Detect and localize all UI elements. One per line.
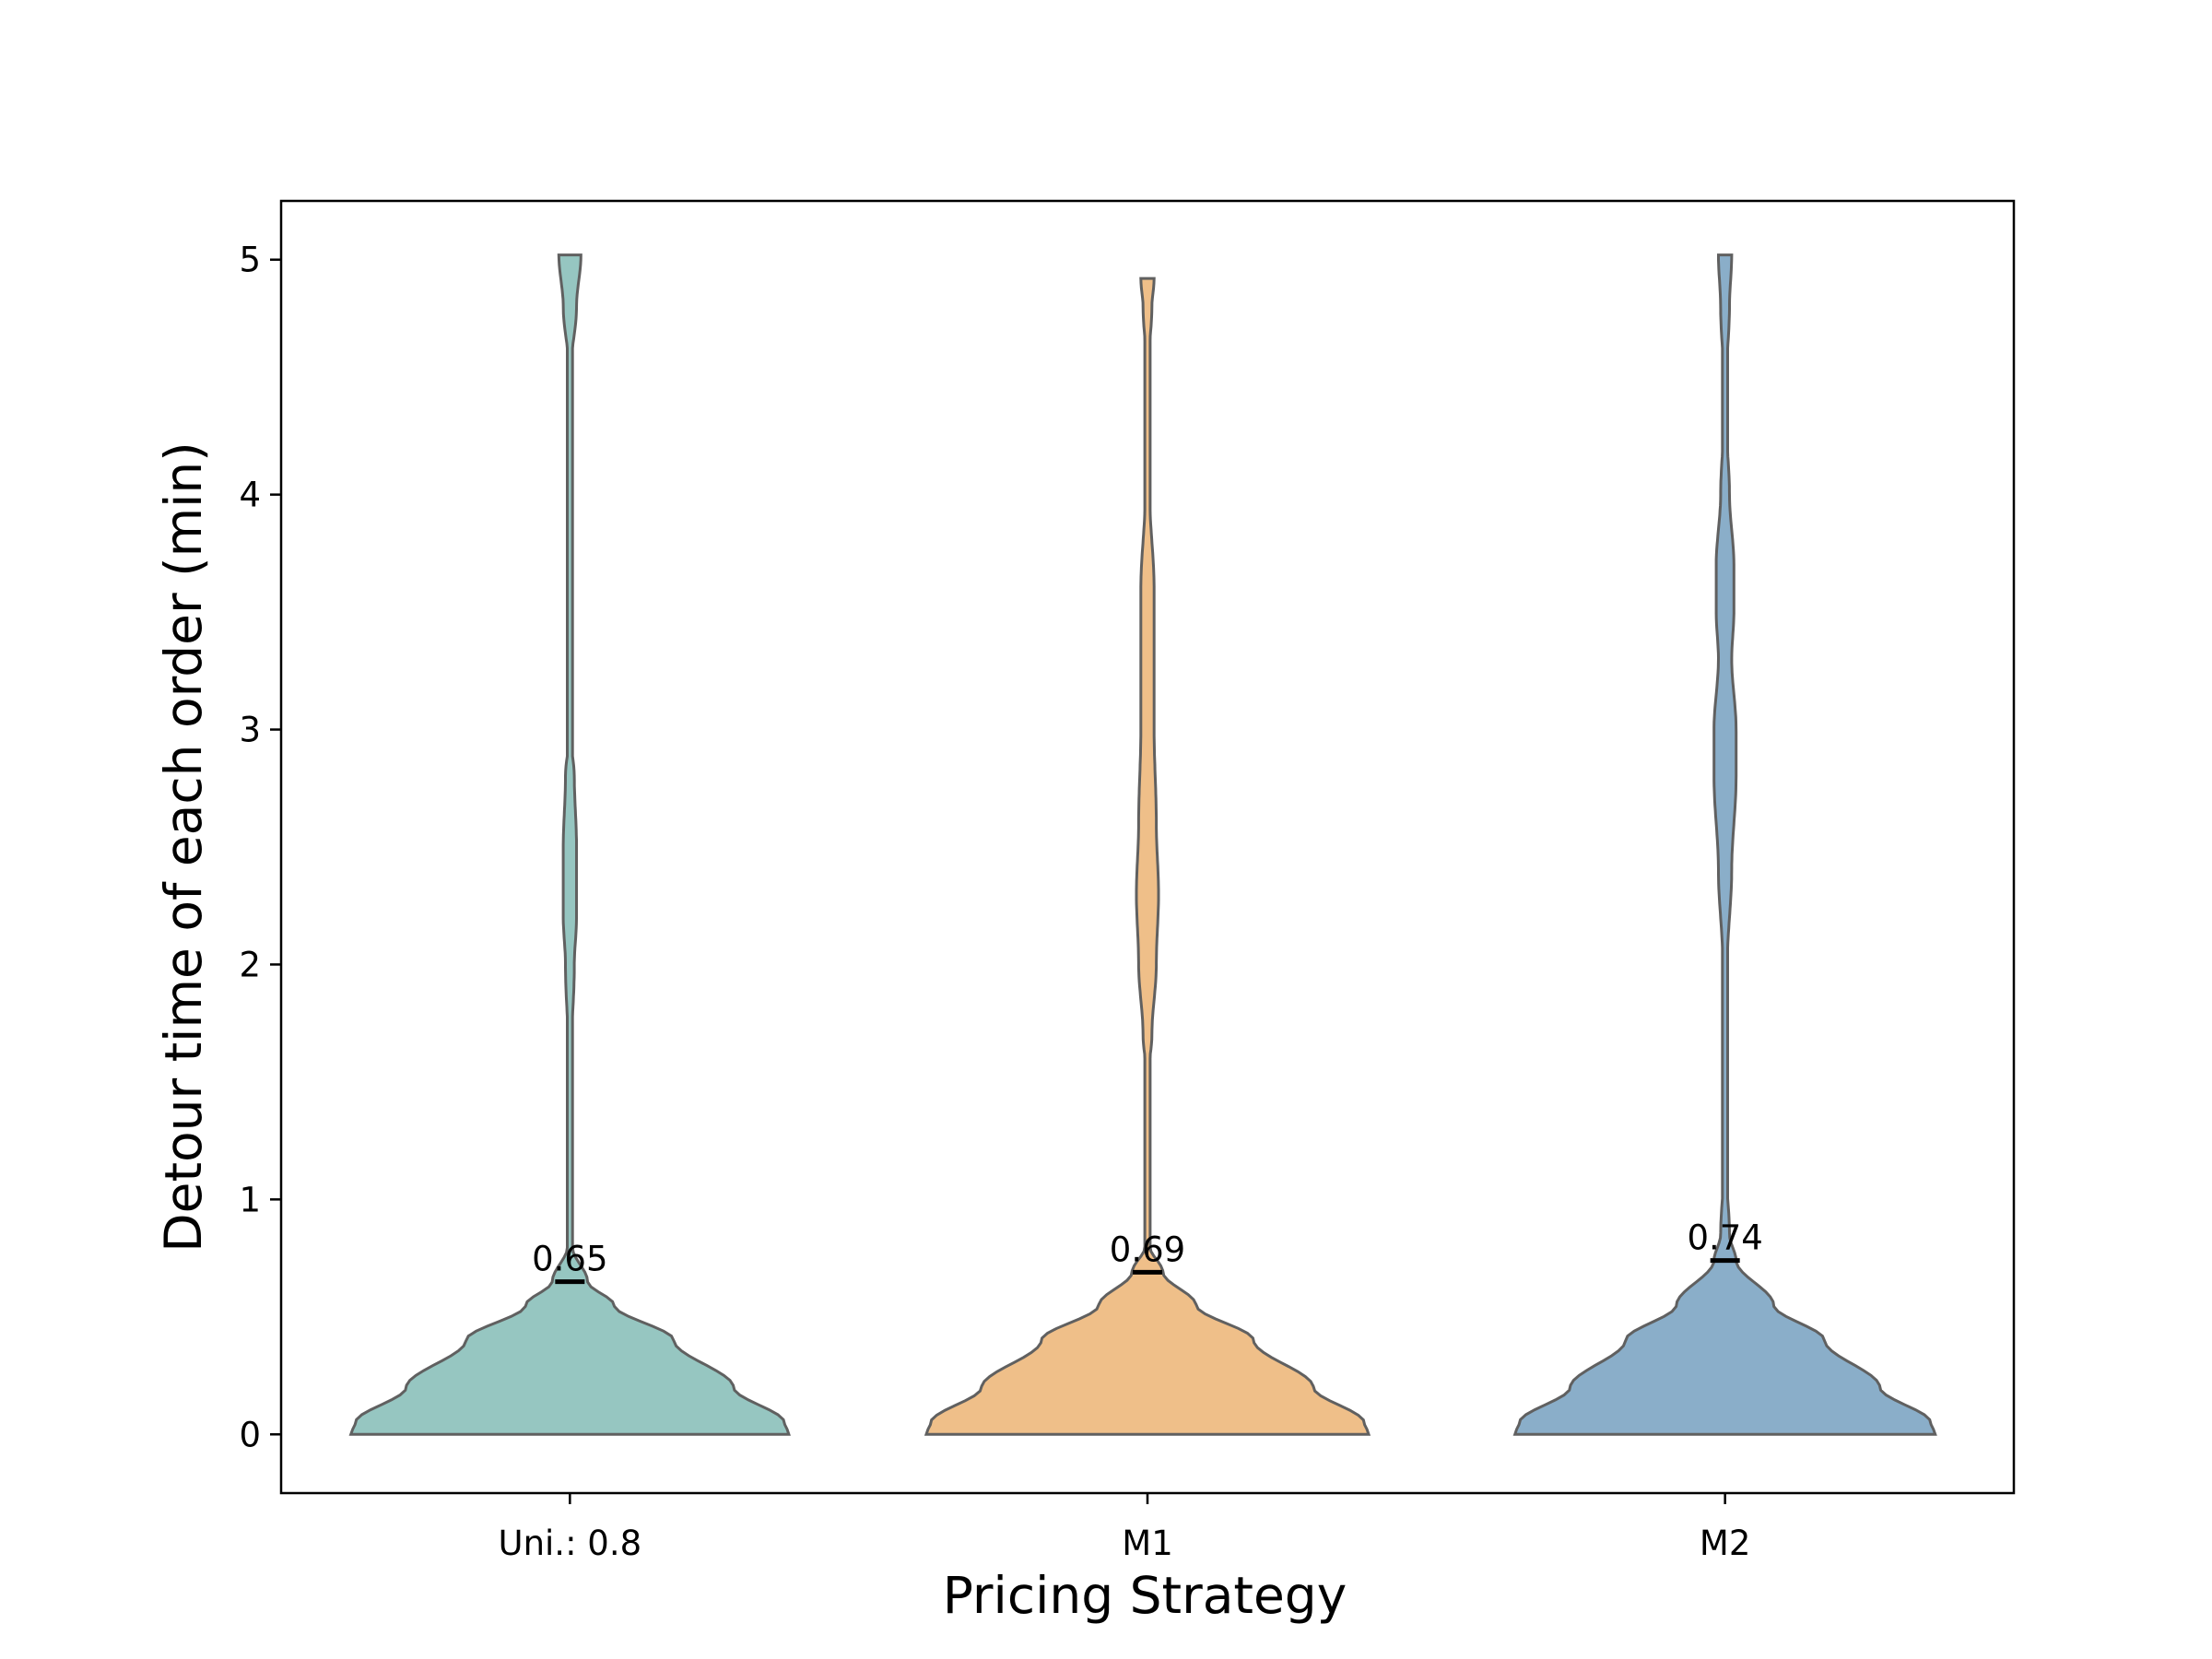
x-tick-label: Uni.: 0.8 [499,1524,642,1563]
y-axis-title: Detour time of each order (min) [154,441,213,1253]
y-tick-label: 0 [239,1415,261,1454]
median-label-3: 0.74 [1687,1218,1762,1258]
median-group: 0.65 0.69 0.74 [532,1218,1763,1285]
y-tick-label: 5 [239,241,261,280]
y-tick-label: 1 [239,1180,261,1219]
x-tick-label: M2 [1700,1524,1750,1563]
x-axis-title: Pricing Strategy [943,1566,1347,1625]
violin-group [348,253,1937,1436]
y-tick-label: 4 [239,476,261,515]
y-tick-label: 3 [239,711,261,750]
y-axis: 0 1 2 3 4 5 [239,241,281,1454]
x-tick-label: M1 [1122,1524,1172,1563]
x-axis: Uni.: 0.8 M1 M2 [499,1493,1750,1563]
violin-1 [348,253,791,1436]
violin-2 [924,276,1371,1436]
median-label-1: 0.65 [532,1240,607,1279]
y-tick-label: 2 [239,945,261,984]
median-label-2: 0.69 [1110,1230,1185,1269]
violin-3 [1512,253,1937,1436]
